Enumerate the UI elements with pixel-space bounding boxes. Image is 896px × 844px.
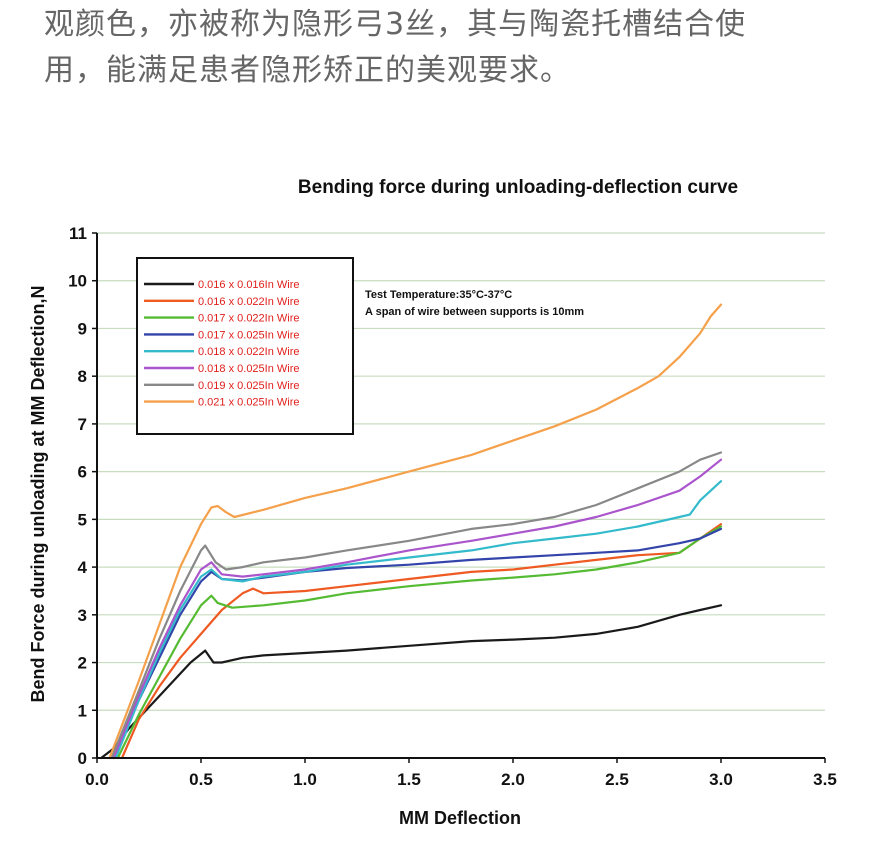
legend-box	[136, 257, 354, 435]
legend-label-6: 0.018 x 0.025In Wire	[198, 363, 300, 375]
legend: 0.016 x 0.016In Wire 0.016 x 0.022In Wire…	[136, 257, 354, 435]
axes: 0 1 2 3 4 5 6 7 8 9 10 11 0.0 0.5 1.0 1.5 2.0 2.5 3.0 3.5	[68, 224, 837, 789]
legend-label-3: 0.017 x 0.022In Wire	[198, 313, 300, 325]
x-tick-label: 3.5	[813, 770, 837, 789]
y-axis-label: Bend Force during unloading at MM Deflec…	[28, 286, 48, 703]
legend-label-2: 0.016 x 0.022In Wire	[198, 296, 300, 308]
x-tick-label: 2.0	[501, 770, 525, 789]
series-line-5	[114, 480, 723, 760]
y-tick-label: 7	[78, 415, 87, 434]
y-tick-label: 6	[78, 463, 87, 482]
intro-line-2: 用，能满足患者隐形矫正的美观要求。	[44, 53, 571, 88]
y-tick-label: 2	[78, 654, 87, 673]
series-line-6	[112, 458, 723, 760]
x-tick-label: 2.5	[605, 770, 629, 789]
y-tick-label: 3	[78, 606, 87, 625]
series-line-2	[120, 522, 723, 760]
legend-label-8: 0.021 x 0.025In Wire	[198, 397, 300, 409]
legend-label-7: 0.019 x 0.025In Wire	[198, 380, 300, 392]
test-annotation: Test Temperature:35°C-37°C A span of wir…	[365, 289, 584, 318]
x-tick-label: 1.0	[293, 770, 317, 789]
series-line-8	[108, 303, 723, 760]
x-axis-label: MM Deflection	[399, 808, 521, 828]
legend-label-1: 0.016 x 0.016In Wire	[198, 279, 300, 291]
annotation-span: A span of wire between supports is 10mm	[365, 306, 584, 318]
series-line-4	[112, 527, 723, 760]
y-tick-label: 9	[78, 319, 87, 338]
x-tick-label: 3.0	[709, 770, 733, 789]
series-lines	[100, 303, 723, 760]
x-tick-label: 1.5	[397, 770, 421, 789]
y-tick-label: 5	[78, 510, 87, 529]
y-tick-label: 10	[68, 272, 87, 291]
series-line-3	[116, 525, 723, 760]
y-tick-label: 4	[78, 558, 88, 577]
y-tick-label: 1	[78, 701, 87, 720]
annotation-temperature: Test Temperature:35°C-37°C	[365, 289, 512, 301]
legend-label-5: 0.018 x 0.022In Wire	[198, 346, 300, 358]
series-line-1	[100, 604, 723, 760]
intro-paragraph: 观颜色，亦被称为隐形弓3丝，其与陶瓷托槽结合使 用，能满足患者隐形矫正的美观要求…	[44, 2, 884, 94]
chart-title: Bending force during unloading-deflectio…	[298, 177, 738, 198]
y-tick-label: 11	[69, 224, 87, 243]
x-tick-label: 0.5	[189, 770, 213, 789]
y-tick-label: 8	[78, 367, 87, 386]
intro-line-1: 观颜色，亦被称为隐形弓3丝，其与陶瓷托槽结合使	[44, 7, 747, 42]
x-tick-label: 0.0	[85, 770, 109, 789]
legend-label-4: 0.017 x 0.025In Wire	[198, 329, 300, 341]
y-tick-label: 0	[78, 749, 87, 768]
series-line-7	[110, 451, 723, 760]
